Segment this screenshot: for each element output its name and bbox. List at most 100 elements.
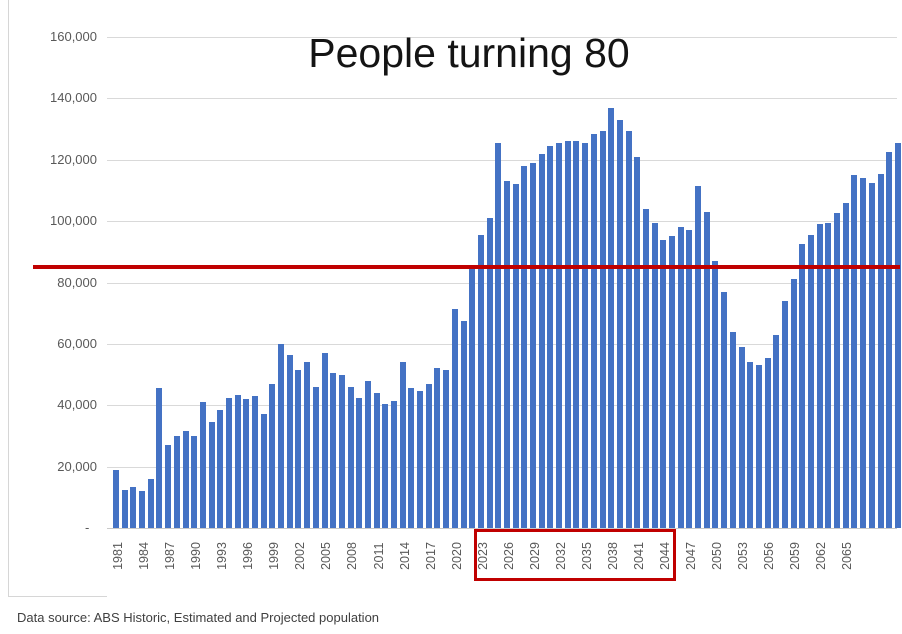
- bar-2010: [364, 381, 371, 528]
- x-axis-label-2008: 2008: [345, 542, 360, 570]
- bar-2016: [417, 391, 424, 528]
- x-axis-label-2020: 2020: [449, 542, 464, 570]
- bar-2033: [564, 141, 571, 528]
- bar-2061: [808, 235, 814, 528]
- bar-1994: [225, 398, 232, 528]
- bar-1990: [191, 436, 198, 528]
- bar-2002: [295, 370, 302, 528]
- bar-2047: [686, 230, 693, 528]
- bar-1987: [165, 445, 172, 528]
- x-axis-label-1984: 1984: [137, 542, 152, 570]
- chart-frame-left-edge: [8, 0, 9, 596]
- highlight-box-2023-2044: [474, 529, 676, 581]
- x-axis-label-2002: 2002: [293, 542, 308, 570]
- bar-2014: [399, 362, 406, 528]
- x-axis-label-1990: 1990: [189, 542, 204, 570]
- bar-2042: [642, 209, 649, 528]
- y-tick-label-20000: 20,000: [57, 459, 97, 474]
- bar-2012: [382, 404, 389, 528]
- x-axis-label-2053: 2053: [736, 542, 751, 570]
- bar-2049: [703, 212, 710, 528]
- bar-2063: [825, 223, 832, 528]
- bar-2029: [530, 163, 536, 528]
- bar-2044: [660, 240, 667, 528]
- bar-2040: [625, 131, 632, 528]
- gridline-60000: [107, 344, 897, 345]
- bar-2024: [486, 218, 493, 528]
- bar-2020: [451, 309, 458, 528]
- gridline-140000: [107, 98, 897, 99]
- bar-2011: [373, 393, 380, 528]
- bar-2034: [573, 141, 580, 528]
- x-axis-label-1996: 1996: [241, 542, 256, 570]
- x-axis-label-2047: 2047: [684, 542, 699, 570]
- x-axis-label-2011: 2011: [371, 542, 386, 570]
- bar-2062: [816, 224, 823, 528]
- bar-2060: [799, 244, 806, 528]
- bar-2059: [790, 279, 797, 528]
- bar-2000: [278, 344, 285, 528]
- bar-2027: [512, 184, 519, 528]
- bar-2022: [469, 269, 476, 528]
- y-tick-label-120000: 120,000: [50, 152, 97, 167]
- bar-2030: [538, 154, 545, 528]
- bar-series: [113, 37, 901, 528]
- gridline-100000: [107, 221, 897, 222]
- x-axis-label-2005: 2005: [319, 542, 334, 570]
- bar-2058: [781, 301, 788, 528]
- bar-2036: [590, 134, 597, 528]
- y-tick-label-40000: 40,000: [57, 397, 97, 412]
- bar-1981: [113, 470, 119, 528]
- bar-1989: [182, 431, 189, 528]
- bar-2003: [304, 362, 311, 528]
- bar-1998: [260, 414, 267, 528]
- x-axis-label-1999: 1999: [267, 542, 282, 570]
- bar-1992: [208, 422, 215, 528]
- bar-2068: [868, 183, 875, 528]
- bar-2017: [425, 384, 432, 528]
- bar-2035: [582, 143, 589, 528]
- bar-2071: [894, 143, 901, 528]
- bar-2051: [721, 292, 728, 528]
- bar-1986: [156, 388, 163, 528]
- gridline-20000: [107, 467, 897, 468]
- bar-1983: [130, 487, 137, 528]
- bar-2055: [755, 365, 762, 528]
- bar-2018: [434, 368, 441, 528]
- bar-1993: [217, 410, 224, 528]
- bar-2028: [521, 166, 528, 528]
- bar-1995: [234, 395, 241, 528]
- gridline-160000: [107, 37, 897, 38]
- bar-2007: [338, 375, 345, 528]
- x-axis-label-2056: 2056: [762, 542, 777, 570]
- bar-2015: [408, 388, 415, 528]
- x-axis-label-1987: 1987: [163, 542, 178, 570]
- bar-1996: [243, 399, 250, 528]
- bar-2019: [443, 370, 450, 528]
- chart-frame-bottom-edge: [8, 596, 107, 597]
- bar-1985: [147, 479, 154, 528]
- y-tick-label-160000: 160,000: [50, 29, 97, 44]
- bar-2026: [503, 181, 510, 528]
- x-axis-label-2065: 2065: [840, 542, 855, 570]
- x-axis-baseline: [107, 528, 897, 529]
- bar-2013: [391, 401, 397, 528]
- x-axis-label-2050: 2050: [710, 542, 725, 570]
- y-tick-label-140000: 140,000: [50, 90, 97, 105]
- bar-2067: [860, 178, 867, 528]
- x-axis-label-2014: 2014: [397, 542, 412, 570]
- bar-2041: [634, 157, 641, 528]
- bar-2008: [347, 387, 354, 528]
- bar-2032: [556, 143, 563, 528]
- bar-2066: [851, 175, 858, 528]
- y-tick-label-60000: 60,000: [57, 336, 97, 351]
- bar-2054: [747, 362, 754, 528]
- bar-2039: [616, 120, 623, 528]
- bar-2038: [608, 108, 615, 528]
- y-tick-label-100000: 100,000: [50, 213, 97, 228]
- bar-2065: [842, 203, 849, 528]
- bar-2064: [834, 213, 841, 528]
- data-source-note: Data source: ABS Historic, Estimated and…: [17, 610, 380, 625]
- y-tick-label-0: -: [85, 520, 90, 535]
